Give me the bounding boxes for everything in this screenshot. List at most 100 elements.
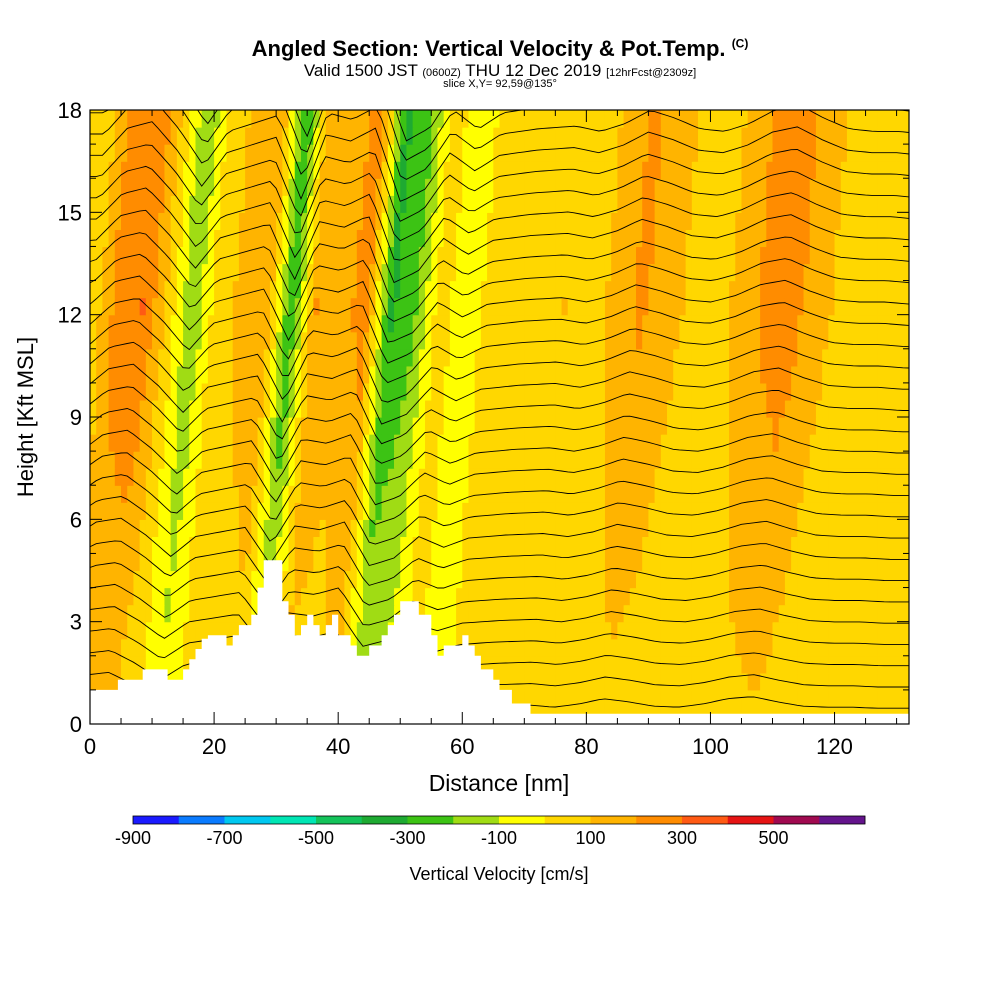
velocity-cell bbox=[778, 365, 786, 384]
velocity-cell bbox=[747, 672, 755, 691]
velocity-cell bbox=[828, 536, 836, 555]
velocity-cell bbox=[623, 434, 631, 452]
velocity-cell bbox=[114, 536, 122, 555]
velocity-cell bbox=[536, 655, 544, 674]
velocity-cell bbox=[698, 263, 705, 282]
velocity-cell bbox=[518, 297, 525, 316]
velocity-cell bbox=[654, 229, 662, 248]
velocity-cell bbox=[164, 655, 172, 674]
velocity-cell bbox=[307, 331, 314, 350]
velocity-cell bbox=[772, 655, 780, 674]
velocity-cell bbox=[865, 468, 873, 486]
velocity-cell bbox=[511, 110, 519, 128]
velocity-cell bbox=[766, 399, 774, 418]
velocity-cell bbox=[139, 229, 147, 248]
velocity-cell bbox=[170, 468, 178, 486]
velocity-cell bbox=[834, 348, 842, 367]
velocity-cell bbox=[561, 110, 569, 128]
velocity-cell bbox=[282, 144, 290, 162]
velocity-cell bbox=[536, 314, 544, 333]
velocity-cell bbox=[685, 536, 693, 555]
velocity-cell bbox=[636, 587, 643, 606]
velocity-cell bbox=[567, 110, 575, 128]
velocity-cell bbox=[480, 263, 488, 282]
velocity-cell bbox=[363, 417, 370, 435]
velocity-cell bbox=[766, 604, 774, 623]
velocity-cell bbox=[803, 212, 811, 230]
velocity-cell bbox=[456, 263, 463, 282]
velocity-cell bbox=[710, 417, 718, 435]
velocity-cell bbox=[660, 348, 668, 367]
velocity-cell bbox=[189, 536, 197, 555]
velocity-cell bbox=[201, 502, 209, 520]
velocity-cell bbox=[846, 553, 854, 572]
velocity-cell bbox=[201, 365, 209, 384]
velocity-cell bbox=[400, 382, 408, 401]
title-unit: (C) bbox=[731, 36, 749, 51]
velocity-cell bbox=[766, 297, 774, 316]
velocity-cell bbox=[592, 161, 600, 179]
velocity-cell bbox=[493, 621, 501, 640]
velocity-cell bbox=[691, 468, 699, 486]
velocity-cell bbox=[902, 485, 909, 503]
velocity-cell bbox=[183, 382, 190, 401]
velocity-cell bbox=[822, 297, 829, 316]
velocity-cell bbox=[660, 604, 668, 623]
velocity-cell bbox=[673, 502, 681, 520]
velocity-cell bbox=[394, 485, 401, 503]
velocity-cell bbox=[555, 451, 563, 469]
velocity-cell bbox=[561, 144, 569, 162]
velocity-cell bbox=[698, 451, 705, 469]
velocity-cell bbox=[834, 161, 842, 179]
velocity-cell bbox=[853, 587, 860, 606]
velocity-cell bbox=[555, 689, 563, 708]
velocity-cell bbox=[319, 127, 327, 145]
velocity-cell bbox=[133, 417, 141, 435]
velocity-cell bbox=[890, 195, 898, 213]
velocity-cell bbox=[871, 246, 879, 265]
velocity-cell bbox=[468, 314, 476, 333]
velocity-cell bbox=[741, 110, 749, 128]
velocity-cell bbox=[176, 519, 184, 537]
velocity-cell bbox=[884, 519, 891, 537]
velocity-cell bbox=[487, 348, 494, 367]
velocity-cell bbox=[418, 144, 426, 162]
velocity-cell bbox=[629, 331, 637, 350]
velocity-cell bbox=[735, 348, 743, 367]
velocity-cell bbox=[586, 297, 594, 316]
velocity-cell bbox=[710, 212, 718, 230]
velocity-cell bbox=[518, 212, 525, 230]
velocity-cell bbox=[896, 280, 904, 299]
velocity-cell bbox=[555, 229, 563, 248]
velocity-cell bbox=[245, 399, 252, 418]
velocity-cell bbox=[617, 280, 625, 299]
velocity-cell bbox=[611, 348, 618, 367]
velocity-cell bbox=[331, 229, 339, 248]
velocity-cell bbox=[257, 212, 265, 230]
velocity-cell bbox=[176, 331, 184, 350]
velocity-cell bbox=[542, 110, 550, 128]
velocity-cell bbox=[530, 246, 538, 265]
velocity-cell bbox=[437, 570, 445, 589]
velocity-cell bbox=[276, 229, 283, 248]
velocity-cell bbox=[344, 536, 352, 555]
velocity-cell bbox=[654, 144, 662, 162]
velocity-cell bbox=[238, 144, 246, 162]
velocity-cell bbox=[710, 229, 718, 248]
velocity-cell bbox=[611, 434, 618, 452]
velocity-cell bbox=[747, 178, 755, 196]
velocity-cell bbox=[406, 519, 414, 537]
velocity-cell bbox=[629, 382, 637, 401]
velocity-cell bbox=[642, 195, 650, 213]
velocity-cell bbox=[772, 229, 780, 248]
velocity-cell bbox=[853, 434, 860, 452]
velocity-cell bbox=[729, 178, 736, 196]
velocity-cell bbox=[375, 587, 383, 606]
velocity-cell bbox=[617, 638, 625, 657]
velocity-cell bbox=[331, 297, 339, 316]
velocity-cell bbox=[369, 587, 377, 606]
velocity-cell bbox=[679, 280, 687, 299]
velocity-cell bbox=[890, 434, 898, 452]
velocity-cell bbox=[487, 161, 494, 179]
velocity-cell bbox=[189, 365, 197, 384]
